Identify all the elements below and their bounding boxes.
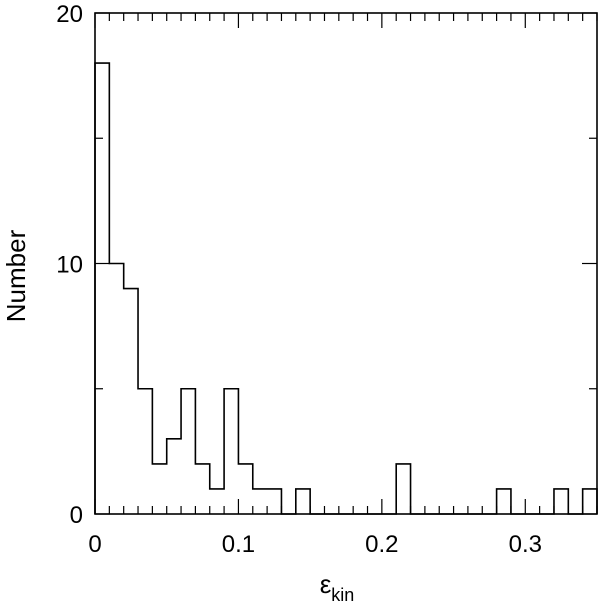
y-tick-label: 20 [56,1,83,28]
y-tick-label: 10 [56,252,83,279]
histogram-outline [94,62,598,515]
x-tick-label: 0.3 [509,531,542,558]
tick-labels: 0 0.1 0.2 0.3 0 10 20 [56,1,542,558]
x-axis-label-subscript: kin [331,585,354,605]
y-tick-label: 0 [70,502,83,529]
y-axis-label: Number [1,229,31,322]
x-axis-label: εkin [320,569,355,605]
x-tick-label: 0.2 [365,531,398,558]
x-tick-label: 0 [88,531,101,558]
x-tick-label: 0.1 [222,531,255,558]
x-axis-label-main: ε [320,569,332,599]
